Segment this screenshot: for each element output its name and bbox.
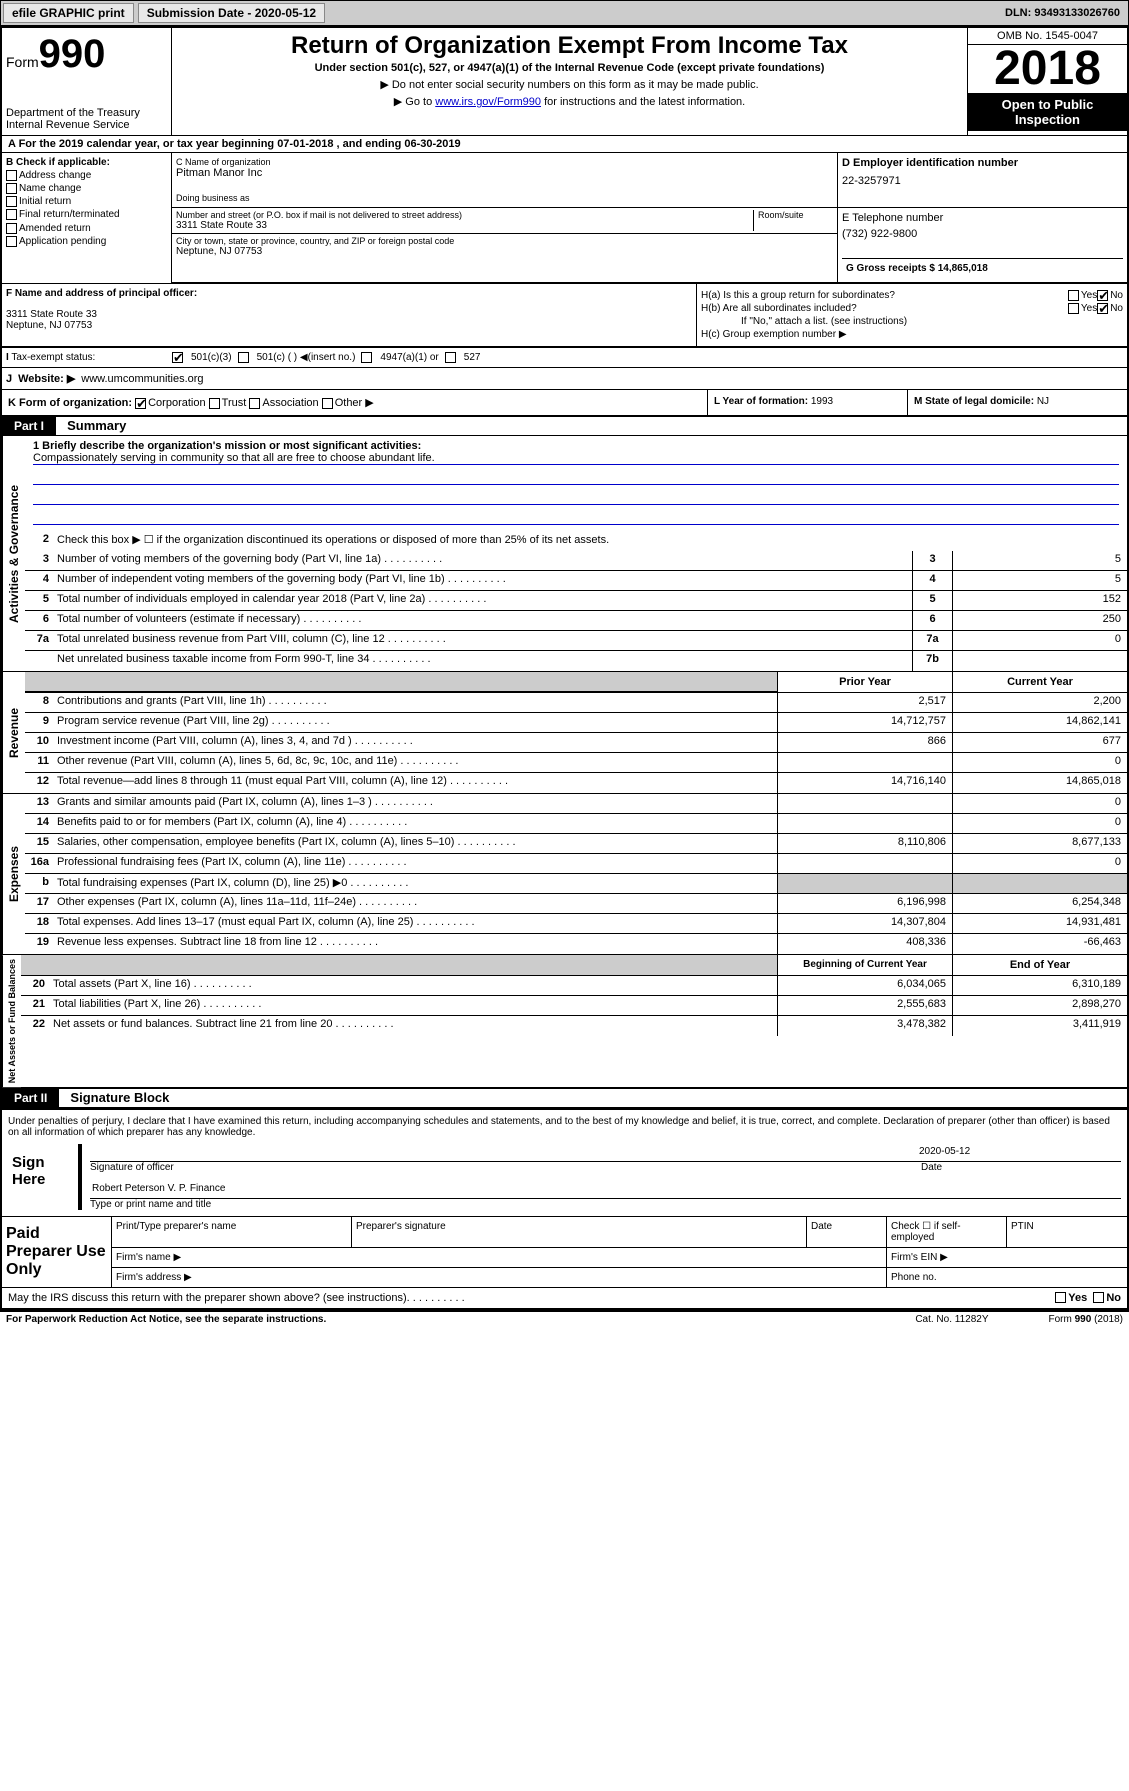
ein-val: 22-3257971: [842, 175, 1123, 187]
gross-lbl: G Gross receipts $ 14,865,018: [846, 263, 988, 274]
org-name: Pitman Manor Inc: [176, 167, 833, 179]
chk-assoc[interactable]: [249, 398, 260, 409]
prep-sig-lbl: Preparer's signature: [352, 1217, 807, 1247]
discuss-text: May the IRS discuss this return with the…: [8, 1292, 407, 1304]
top-bar: efile GRAPHIC print Submission Date - 20…: [0, 0, 1129, 26]
c-name-lbl: C Name of organization: [176, 157, 833, 167]
firm-phone: Phone no.: [887, 1268, 1127, 1287]
chk-501c3[interactable]: [172, 352, 183, 363]
efile-btn[interactable]: efile GRAPHIC print: [3, 3, 134, 23]
chk-4947[interactable]: [361, 352, 372, 363]
year-formation: 1993: [811, 396, 833, 407]
note-ssn: ▶ Do not enter social security numbers o…: [176, 78, 963, 91]
j-lbl: Website: ▶: [18, 372, 75, 385]
vert-revenue: Revenue: [2, 672, 25, 793]
phone-val: (732) 922-9800: [842, 228, 1123, 240]
l2-text: Check this box ▶ ☐ if the organization d…: [53, 531, 1127, 551]
chk-other[interactable]: [322, 398, 333, 409]
form-number: Form990: [6, 32, 167, 77]
prior-hdr: Prior Year: [777, 672, 952, 692]
footer-left: For Paperwork Reduction Act Notice, see …: [6, 1314, 326, 1325]
chk-501c[interactable]: [238, 352, 249, 363]
hb-note: If "No," attach a list. (see instruction…: [701, 316, 1123, 327]
ptin-lbl: PTIN: [1007, 1217, 1127, 1247]
begin-hdr: Beginning of Current Year: [777, 955, 952, 975]
perjury-text: Under penalties of perjury, I declare th…: [8, 1116, 1121, 1138]
chk-initial[interactable]: [6, 196, 17, 207]
chk-name[interactable]: [6, 183, 17, 194]
mission-text: Compassionately serving in community so …: [33, 452, 1119, 465]
sig-officer-lbl: Signature of officer: [90, 1162, 921, 1173]
website: www.umcommunities.org: [81, 373, 203, 385]
chk-527[interactable]: [445, 352, 456, 363]
open-public: Open to Public Inspection: [968, 93, 1127, 131]
phone-lbl: E Telephone number: [842, 212, 1123, 224]
chk-amended[interactable]: [6, 223, 17, 234]
sig-date-val: 2020-05-12: [919, 1146, 1119, 1159]
dept-label: Department of the Treasury Internal Reve…: [6, 107, 167, 131]
k-lbl: K Form of organization:: [8, 397, 132, 409]
addr-lbl: Number and street (or P.O. box if mail i…: [176, 210, 753, 220]
discuss-yes[interactable]: [1055, 1292, 1066, 1303]
ha-lbl: H(a) Is this a group return for subordin…: [701, 290, 1068, 301]
part1-title: Summary: [59, 418, 126, 433]
hc-lbl: H(c) Group exemption number ▶: [701, 329, 847, 340]
footer-right: Form 990 (2018): [1049, 1314, 1123, 1325]
form-container: Form990 Department of the Treasury Inter…: [0, 26, 1129, 1310]
chk-corp[interactable]: [135, 398, 146, 409]
chk-final[interactable]: [6, 209, 17, 220]
vert-governance: Activities & Governance: [2, 436, 25, 671]
date-lbl: Date: [921, 1162, 1121, 1173]
l1-lbl: 1 Briefly describe the organization's mi…: [33, 440, 421, 452]
chk-pending[interactable]: [6, 236, 17, 247]
form-subtitle: Under section 501(c), 527, or 4947(a)(1)…: [176, 62, 963, 74]
col-b: B Check if applicable: Address change Na…: [2, 153, 172, 283]
end-hdr: End of Year: [952, 955, 1127, 975]
firm-name: Firm's name ▶: [112, 1248, 887, 1267]
chk-trust[interactable]: [209, 398, 220, 409]
hb-no[interactable]: [1097, 303, 1108, 314]
officer-name: Robert Peterson V. P. Finance: [92, 1183, 225, 1196]
tax-year: 2018: [968, 45, 1127, 93]
sign-here: Sign Here: [8, 1144, 78, 1210]
dln: DLN: 93493133026760: [1005, 7, 1126, 19]
ha-no[interactable]: [1097, 290, 1108, 301]
hb-yes[interactable]: [1068, 303, 1079, 314]
row-a: A For the 2019 calendar year, or tax yea…: [2, 136, 1127, 153]
f-lbl: F Name and address of principal officer:: [6, 288, 197, 299]
street-addr: 3311 State Route 33: [176, 220, 753, 231]
i-lbl: Tax-exempt status:: [11, 352, 95, 363]
city-val: Neptune, NJ 07753: [176, 246, 833, 257]
paid-prep-lbl: Paid Preparer Use Only: [2, 1217, 112, 1287]
state-domicile: NJ: [1037, 396, 1049, 407]
ha-yes[interactable]: [1068, 290, 1079, 301]
prep-name-lbl: Print/Type preparer's name: [112, 1217, 352, 1247]
discuss-no[interactable]: [1093, 1292, 1104, 1303]
city-lbl: City or town, state or province, country…: [176, 236, 833, 246]
f-addr1: 3311 State Route 33: [6, 309, 692, 320]
note-link: ▶ Go to www.irs.gov/Form990 for instruct…: [176, 95, 963, 108]
form-header: Form990 Department of the Treasury Inter…: [2, 28, 1127, 136]
irs-link[interactable]: www.irs.gov/Form990: [435, 96, 541, 108]
vert-netassets: Net Assets or Fund Balances: [2, 955, 21, 1087]
part2-hdr: Part II: [2, 1089, 59, 1107]
prep-date-lbl: Date: [807, 1217, 887, 1247]
submission-date: Submission Date - 2020-05-12: [138, 3, 325, 23]
hb-lbl: H(b) Are all subordinates included?: [701, 303, 1068, 314]
form-title: Return of Organization Exempt From Incom…: [176, 32, 963, 60]
chk-address[interactable]: [6, 170, 17, 181]
part1-hdr: Part I: [2, 417, 56, 435]
f-addr2: Neptune, NJ 07753: [6, 320, 692, 331]
current-hdr: Current Year: [952, 672, 1127, 692]
self-emp: Check ☐ if self-employed: [887, 1217, 1007, 1247]
dba-lbl: Doing business as: [176, 193, 833, 203]
part2-title: Signature Block: [62, 1090, 169, 1105]
firm-ein: Firm's EIN ▶: [887, 1248, 1127, 1267]
vert-expenses: Expenses: [2, 794, 25, 954]
ein-lbl: D Employer identification number: [842, 157, 1123, 169]
footer-mid: Cat. No. 11282Y: [915, 1314, 988, 1325]
name-title-lbl: Type or print name and title: [90, 1199, 1121, 1210]
firm-addr: Firm's address ▶: [112, 1268, 887, 1287]
room-lbl: Room/suite: [758, 210, 833, 220]
